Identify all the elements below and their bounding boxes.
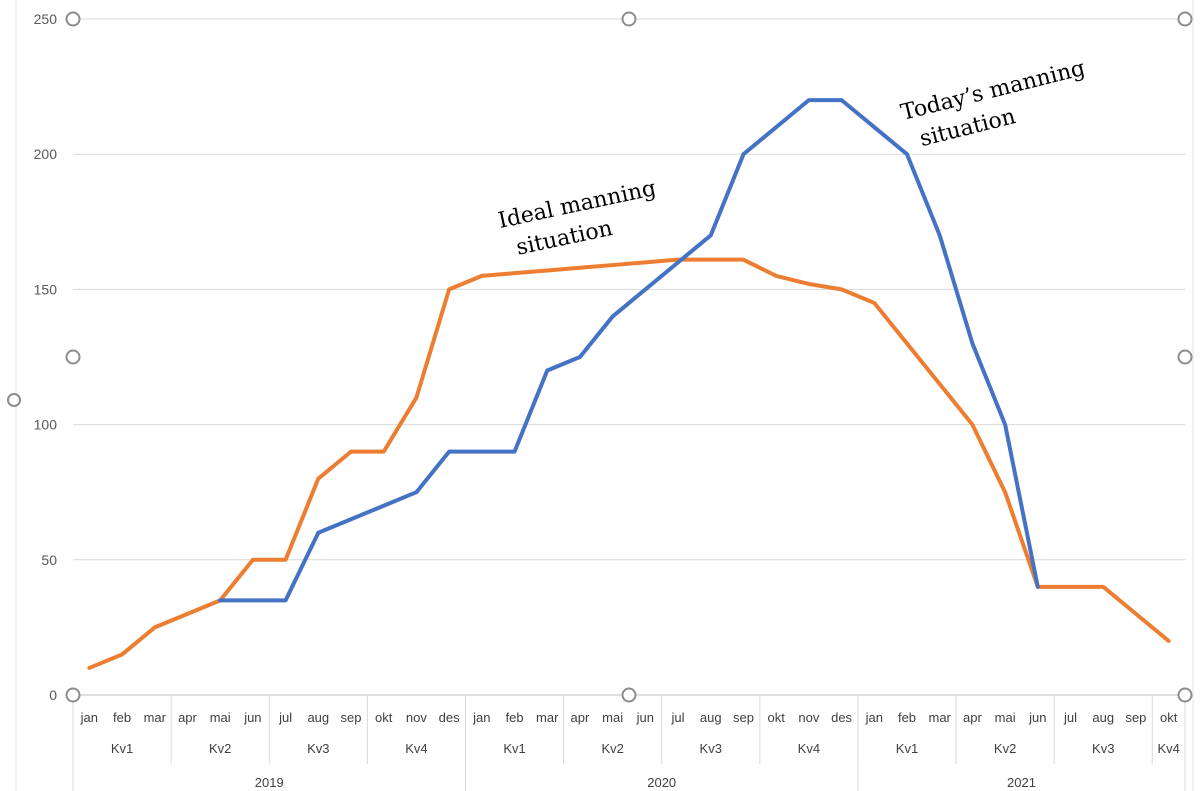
y-tick-label: 100	[34, 417, 58, 433]
x-tick-label-quarter: Kv3	[700, 741, 722, 756]
x-tick-label-month: feb	[505, 710, 523, 725]
x-tick-label-month: aug	[700, 710, 722, 725]
x-tick-label-month: des	[831, 710, 852, 725]
selection-handle	[1177, 11, 1193, 27]
x-tick-label-quarter: Kv2	[994, 741, 1016, 756]
x-tick-label-month: okt	[375, 710, 393, 725]
x-tick-label-month: aug	[1092, 710, 1114, 725]
selection-handle	[1177, 687, 1193, 703]
x-tick-label-quarter: Kv1	[111, 741, 133, 756]
selection-handle	[621, 687, 637, 703]
x-tick-label-month: mar	[929, 710, 952, 725]
x-tick-label-quarter: Kv4	[405, 741, 427, 756]
selection-handles	[7, 11, 1193, 703]
x-tick-label-month: jan	[80, 710, 98, 725]
x-tick-label-month: jan	[865, 710, 883, 725]
series-lines	[87, 98, 1171, 670]
x-tick-label-month: jul	[278, 710, 292, 725]
y-axis-labels: 0 50 100 150 200 250	[34, 11, 58, 703]
x-tick-label-quarter: Kv2	[601, 741, 623, 756]
x-tick-label-month: apr	[571, 710, 590, 725]
x-tick-label-quarter: Kv4	[1157, 741, 1179, 756]
selection-handle	[65, 349, 81, 365]
x-tick-label-month: apr	[178, 710, 197, 725]
x-tick-label-month: jul	[671, 710, 685, 725]
x-tick-label-month: nov	[798, 710, 819, 725]
x-tick-label-month: mai	[602, 710, 623, 725]
x-tick-label-month: okt	[1160, 710, 1178, 725]
selection-handle	[1177, 349, 1193, 365]
x-tick-label-quarter: Kv3	[1092, 741, 1114, 756]
x-tick-label-month: jun	[243, 710, 261, 725]
x-tick-label-month: jul	[1063, 710, 1077, 725]
series-line-today	[218, 98, 1040, 603]
y-tick-label: 150	[34, 281, 58, 297]
y-tick-label: 250	[34, 11, 58, 27]
x-tick-label-month: jun	[1028, 710, 1046, 725]
x-tick-label-month: feb	[113, 710, 131, 725]
gridlines	[73, 18, 1185, 561]
axes	[15, 0, 1194, 791]
x-tick-label-month: sep	[1125, 710, 1146, 725]
selection-handle	[621, 11, 637, 27]
x-tick-label-quarter: Kv4	[798, 741, 820, 756]
x-tick-label-quarter: Kv2	[209, 741, 231, 756]
series-line-ideal	[87, 257, 1171, 670]
x-tick-label-month: jun	[636, 710, 654, 725]
x-tick-label-month: mar	[144, 710, 167, 725]
x-tick-label-quarter: Kv1	[896, 741, 918, 756]
selection-handle	[7, 393, 21, 407]
y-tick-label: 50	[41, 552, 57, 568]
x-tick-label-quarter: Kv1	[503, 741, 525, 756]
selection-handle	[65, 11, 81, 27]
x-tick-label-quarter: Kv3	[307, 741, 329, 756]
selection-handle	[65, 687, 81, 703]
y-tick-label: 0	[49, 687, 57, 703]
x-tick-label-month: feb	[898, 710, 916, 725]
x-tick-label-month: jan	[472, 710, 490, 725]
x-tick-label-month: mai	[210, 710, 231, 725]
x-tick-label-month: apr	[963, 710, 982, 725]
x-axis-labels: jan feb mar apr mai jun jul aug sep okt nov des jan f…	[80, 710, 1180, 790]
x-tick-label-month: aug	[307, 710, 329, 725]
x-tick-label-year: 2021	[1007, 775, 1036, 790]
x-tick-label-year: 2019	[255, 775, 284, 790]
x-tick-label-month: des	[439, 710, 460, 725]
x-tick-label-month: mar	[536, 710, 559, 725]
x-tick-label-month: okt	[768, 710, 786, 725]
x-tick-label-month: sep	[341, 710, 362, 725]
x-tick-label-month: sep	[733, 710, 754, 725]
x-tick-label-year: 2020	[647, 775, 676, 790]
y-tick-label: 200	[34, 146, 58, 162]
x-tick-label-month: mai	[995, 710, 1016, 725]
x-tick-label-month: nov	[406, 710, 427, 725]
